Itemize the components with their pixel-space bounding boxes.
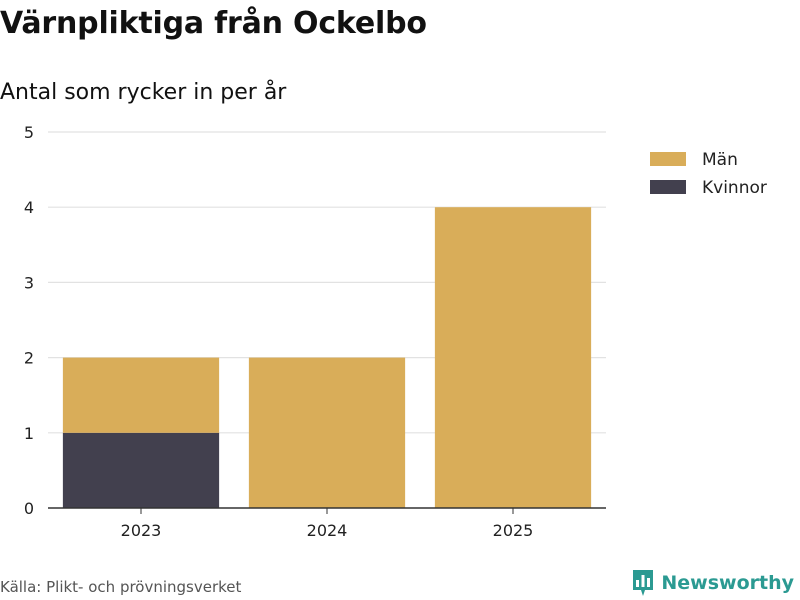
bar-chart-speech-bubble-icon	[633, 570, 654, 596]
bar-chart: 0 1 2 3 4 5 2023 2024 2025 Män Kvinnor	[24, 123, 767, 540]
brand[interactable]: Newsworthy	[631, 568, 794, 598]
source-note: Källa: Plikt- och prövningsverket	[0, 578, 242, 596]
y-tick-label: 3	[24, 273, 34, 292]
y-tick-label: 0	[24, 499, 34, 518]
x-tick-label: 2023	[121, 521, 162, 540]
bar-mn-2025	[434, 207, 592, 508]
bar-mn-2023	[62, 357, 220, 433]
x-tick-label: 2025	[493, 521, 534, 540]
bars	[62, 207, 592, 508]
legend-swatch-kvinnor	[650, 180, 686, 194]
brand-name: Newsworthy	[661, 572, 794, 594]
y-tick-label: 2	[24, 349, 34, 368]
axes: 0 1 2 3 4 5 2023 2024 2025	[24, 123, 606, 540]
y-tick-label: 1	[24, 424, 34, 443]
legend-label: Kvinnor	[702, 178, 767, 198]
chart-subtitle: Antal som rycker in per år	[0, 80, 287, 105]
bar-mn-2024	[248, 357, 406, 508]
chart-title: Värnpliktiga från Ockelbo	[0, 6, 427, 41]
legend-swatch-mn	[650, 152, 686, 166]
x-tick-label: 2024	[307, 521, 348, 540]
y-tick-label: 5	[24, 123, 34, 142]
bar-kvinnor-2023	[62, 432, 220, 508]
legend: Män Kvinnor	[650, 150, 767, 198]
legend-label: Män	[702, 150, 738, 170]
y-tick-label: 4	[24, 198, 34, 217]
